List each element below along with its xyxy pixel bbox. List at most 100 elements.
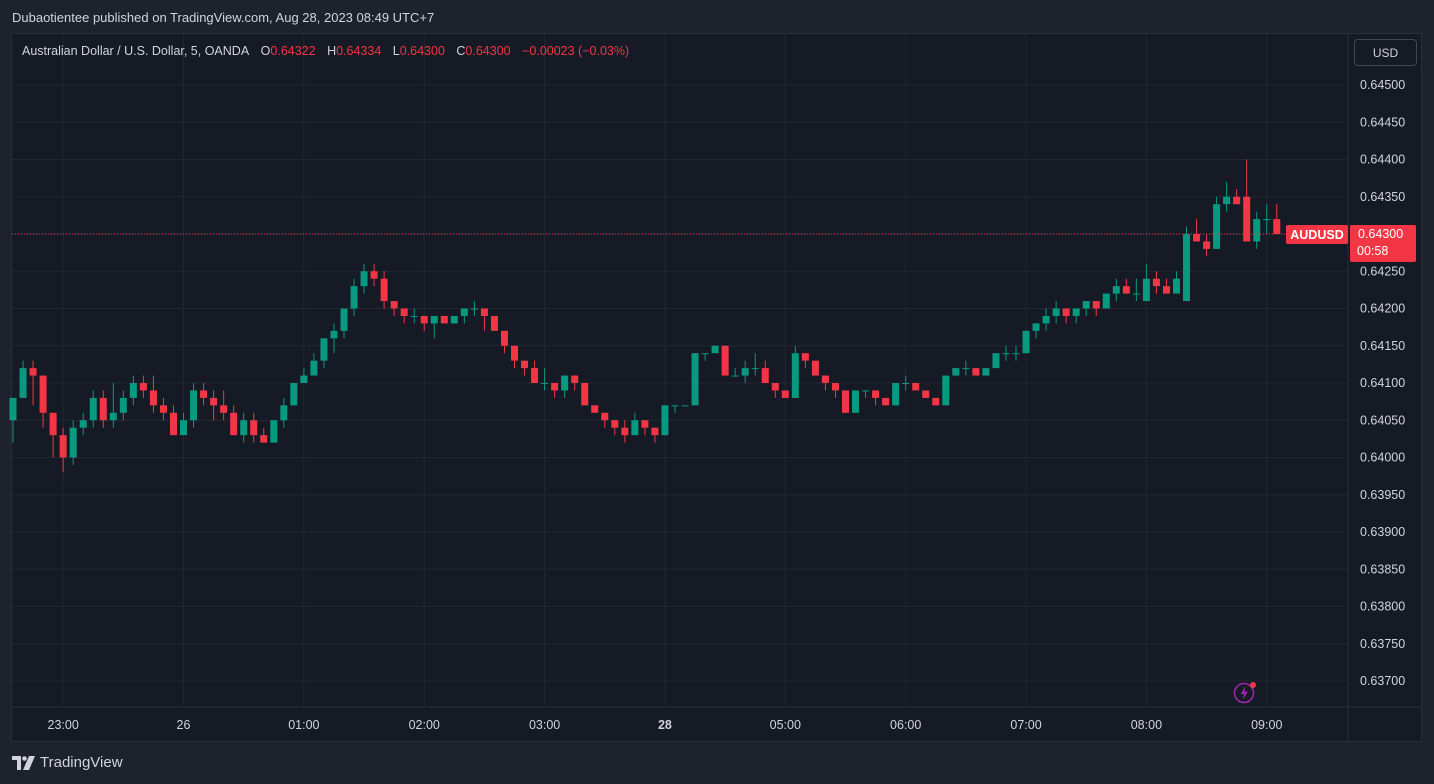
- candle-body: [1152, 278, 1160, 287]
- candle-body: [982, 368, 990, 376]
- candle-body: [450, 315, 458, 324]
- y-tick-label: 0.64450: [1360, 115, 1405, 129]
- candle-body: [741, 368, 749, 376]
- candle-body: [1022, 330, 1030, 354]
- candle: [701, 353, 709, 361]
- candle-body: [852, 390, 860, 413]
- candle: [1032, 323, 1040, 339]
- candle-body: [440, 315, 448, 324]
- y-tick-label: 0.63850: [1360, 562, 1405, 576]
- candle: [1112, 278, 1120, 302]
- candle: [591, 405, 599, 413]
- legend-close-value: 0.64300: [465, 44, 511, 58]
- candle-body: [912, 383, 920, 391]
- candle: [360, 263, 368, 294]
- candle: [681, 405, 689, 407]
- candle-body: [250, 420, 258, 436]
- candle: [741, 360, 749, 383]
- candle: [350, 278, 358, 316]
- candle: [631, 412, 639, 436]
- candle: [902, 375, 910, 391]
- candle: [1152, 271, 1160, 294]
- tradingview-logo-icon: [12, 755, 35, 770]
- candle-body: [1193, 234, 1201, 242]
- chart-legend[interactable]: Australian Dollar / U.S. Dollar, 5, OAND…: [22, 44, 637, 58]
- candle-body: [972, 368, 980, 376]
- last-price-tag: 0.64300 00:58: [1350, 225, 1416, 262]
- candle: [169, 405, 177, 436]
- x-tick-label: 06:00: [890, 718, 921, 732]
- candle-body: [380, 278, 388, 302]
- candle: [942, 375, 950, 406]
- candle-body: [29, 368, 37, 376]
- candle-body: [220, 405, 228, 413]
- candle: [340, 308, 348, 339]
- candle: [1253, 211, 1261, 249]
- candle-body: [390, 301, 398, 309]
- candle-body: [1092, 301, 1100, 309]
- candle: [380, 271, 388, 309]
- candle: [1102, 293, 1110, 309]
- candle-body: [1122, 286, 1130, 294]
- candle: [831, 383, 839, 398]
- candle-body: [721, 345, 729, 376]
- candle-body: [430, 315, 438, 324]
- candle-body: [410, 315, 418, 317]
- candle-body: [129, 383, 137, 398]
- candle-body: [180, 420, 188, 436]
- candle: [1122, 278, 1130, 294]
- candle-body: [902, 383, 910, 384]
- candle-body: [862, 390, 870, 392]
- tradingview-logo[interactable]: TradingView: [12, 754, 123, 771]
- candle: [49, 412, 57, 458]
- candle-body: [1172, 278, 1180, 294]
- candle: [260, 427, 268, 443]
- chart-frame[interactable]: [11, 33, 1422, 742]
- candle-body: [159, 405, 167, 413]
- candle-body: [1213, 204, 1221, 249]
- candle: [320, 338, 328, 369]
- candle: [912, 383, 920, 391]
- candle-body: [791, 353, 799, 398]
- candle: [370, 263, 378, 287]
- candle-body: [1132, 293, 1140, 295]
- candle-body: [270, 420, 278, 443]
- candle-body: [571, 375, 579, 383]
- candle-body: [59, 435, 67, 458]
- candle-body: [330, 330, 338, 339]
- x-tick-label: 07:00: [1010, 718, 1041, 732]
- candle-body: [240, 420, 248, 436]
- candle: [1273, 204, 1281, 234]
- candle-body: [821, 375, 829, 383]
- candle: [470, 301, 478, 316]
- candle-body: [99, 397, 107, 421]
- candle: [230, 405, 238, 436]
- candle: [691, 353, 699, 406]
- candle-body: [400, 308, 408, 316]
- candle-body: [1082, 301, 1090, 309]
- candle: [109, 383, 117, 428]
- currency-button[interactable]: USD: [1354, 39, 1417, 66]
- candle: [721, 345, 729, 376]
- candle-body: [190, 390, 198, 421]
- lightning-icon[interactable]: [1233, 681, 1257, 705]
- candle-body: [531, 368, 539, 383]
- candle: [1092, 301, 1100, 316]
- candle-body: [1102, 293, 1110, 309]
- candle-body: [490, 315, 498, 331]
- candle-body: [1052, 308, 1060, 316]
- candle-body: [751, 368, 759, 370]
- candle: [490, 315, 498, 331]
- x-tick-label: 02:00: [409, 718, 440, 732]
- candle-body: [360, 271, 368, 287]
- candle-body: [932, 397, 940, 406]
- candle: [892, 383, 900, 406]
- candle: [29, 360, 37, 406]
- candle: [641, 420, 649, 436]
- candle-body: [69, 427, 77, 458]
- y-tick-label: 0.64500: [1360, 78, 1405, 92]
- candle: [862, 390, 870, 398]
- candle: [571, 375, 579, 391]
- candle-body: [139, 383, 147, 391]
